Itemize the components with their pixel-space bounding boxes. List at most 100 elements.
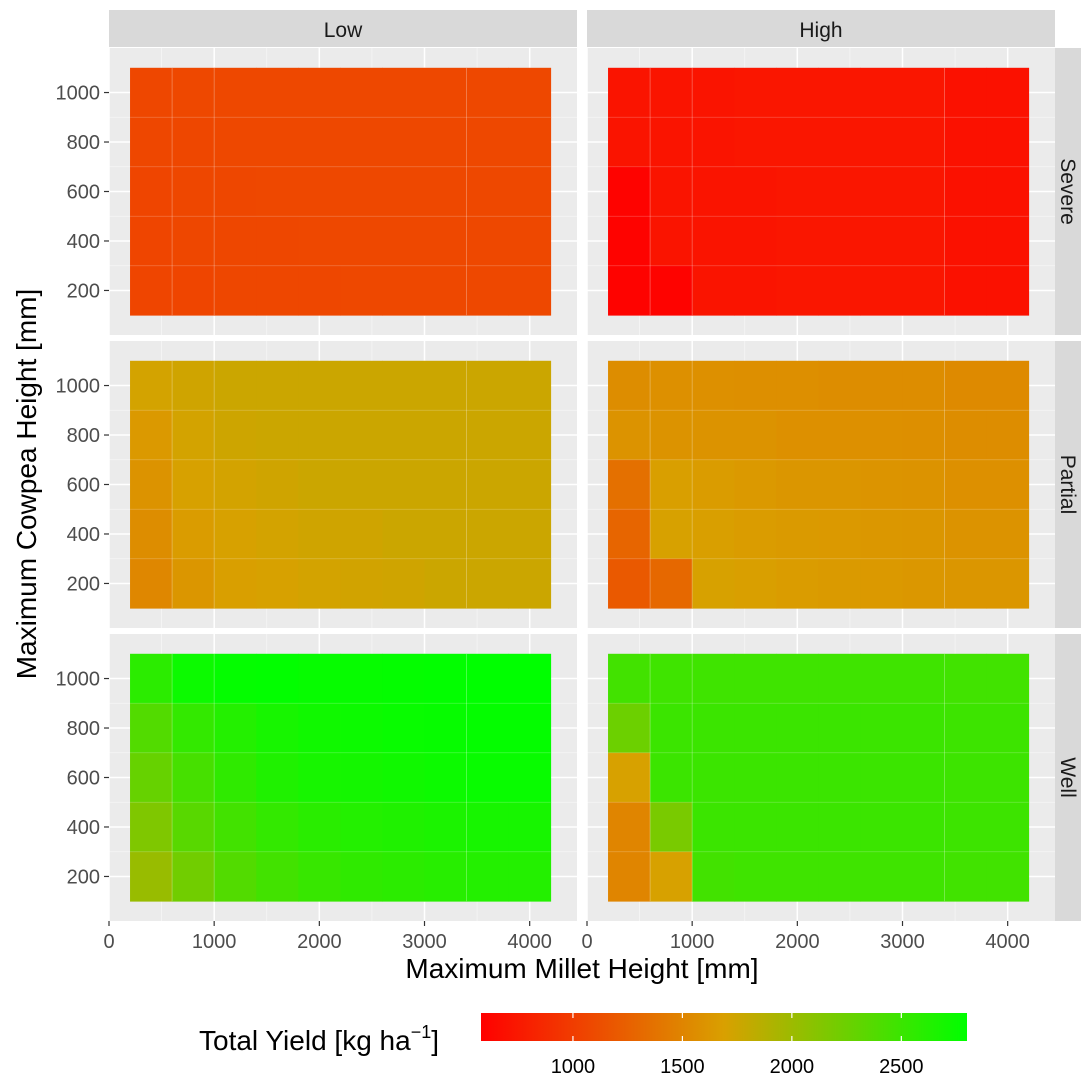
heatmap-tile bbox=[818, 166, 861, 217]
heatmap-tile bbox=[172, 459, 215, 510]
heatmap-tile bbox=[692, 410, 735, 461]
heatmap-tile bbox=[382, 67, 425, 118]
y-tick-label: 400 bbox=[67, 817, 100, 839]
heatmap-tile bbox=[776, 117, 819, 168]
x-tick-label: 1000 bbox=[670, 931, 715, 953]
heatmap-tile bbox=[650, 459, 693, 510]
heatmap-tile bbox=[692, 117, 735, 168]
heatmap-tile bbox=[298, 558, 341, 609]
heatmap-tile bbox=[902, 265, 945, 316]
x-tick-label: 2000 bbox=[775, 931, 820, 953]
heatmap-tile bbox=[172, 410, 215, 461]
heatmap-tile bbox=[172, 117, 215, 168]
heatmap-tile bbox=[692, 558, 735, 609]
y-axis-title: Maximum Cowpea Height [mm] bbox=[11, 289, 42, 680]
heatmap-tile bbox=[172, 67, 215, 118]
legend-tick-label: 1500 bbox=[660, 1056, 705, 1078]
heatmap-tile bbox=[298, 509, 341, 560]
heatmap-tile bbox=[818, 216, 861, 267]
heatmap-tile bbox=[508, 558, 552, 609]
heatmap-tile bbox=[382, 265, 425, 316]
heatmap-tile bbox=[466, 752, 510, 803]
heatmap-tile bbox=[944, 802, 988, 853]
heatmap-tile bbox=[650, 166, 693, 217]
heatmap-tile bbox=[214, 558, 257, 609]
heatmap-tile bbox=[256, 410, 299, 461]
panel-low-severe bbox=[108, 48, 577, 335]
heatmap-tile bbox=[340, 67, 383, 118]
heatmap-tile bbox=[902, 67, 945, 118]
heatmap-tile bbox=[944, 67, 988, 118]
heatmap-tile bbox=[340, 459, 383, 510]
y-tick-label: 1000 bbox=[56, 669, 101, 691]
heatmap-tile bbox=[214, 509, 257, 560]
panel-high-well bbox=[586, 634, 1055, 921]
heatmap-tile bbox=[424, 703, 467, 754]
heatmap-tile bbox=[298, 802, 341, 853]
heatmap-tile bbox=[424, 752, 467, 803]
heatmap-tile bbox=[986, 265, 1030, 316]
heatmap-tile bbox=[214, 653, 257, 704]
heatmap-tile bbox=[650, 752, 693, 803]
heatmap-tile bbox=[776, 459, 819, 510]
heatmap-tile bbox=[986, 360, 1030, 411]
heatmap-tile bbox=[902, 360, 945, 411]
heatmap-tile bbox=[734, 459, 777, 510]
heatmap-tile bbox=[776, 752, 819, 803]
heatmap-tile bbox=[130, 410, 173, 461]
heatmap-tile bbox=[734, 410, 777, 461]
heatmap-tile bbox=[650, 216, 693, 267]
heatmap-tile bbox=[860, 360, 903, 411]
heatmap-tile bbox=[214, 703, 257, 754]
heatmap-tile bbox=[650, 67, 693, 118]
heatmap-tile bbox=[298, 459, 341, 510]
heatmap-tile bbox=[902, 410, 945, 461]
heatmap-tile bbox=[902, 117, 945, 168]
heatmap-tile bbox=[650, 117, 693, 168]
heatmap-tile bbox=[382, 802, 425, 853]
heatmap-tile bbox=[298, 653, 341, 704]
heatmap-tile bbox=[382, 166, 425, 217]
heatmap-tile bbox=[172, 360, 215, 411]
heatmap-tile bbox=[692, 216, 735, 267]
heatmap-tile bbox=[214, 216, 257, 267]
heatmap-tile bbox=[734, 851, 777, 902]
heatmap-tile bbox=[130, 509, 173, 560]
y-tick-label: 800 bbox=[67, 718, 100, 740]
heatmap-tile bbox=[256, 703, 299, 754]
heatmap-tile bbox=[214, 752, 257, 803]
heatmap-tile bbox=[650, 509, 693, 560]
y-tick-label: 800 bbox=[67, 425, 100, 447]
heatmap-tile bbox=[508, 216, 552, 267]
heatmap-tile bbox=[172, 703, 215, 754]
heatmap-tile bbox=[172, 752, 215, 803]
heatmap-tile bbox=[340, 117, 383, 168]
heatmap-tile bbox=[256, 117, 299, 168]
heatmap-tile bbox=[340, 851, 383, 902]
heatmap-tile bbox=[650, 360, 693, 411]
heatmap-tile bbox=[508, 509, 552, 560]
heatmap-tile bbox=[298, 216, 341, 267]
y-tick-label: 800 bbox=[67, 132, 100, 154]
heatmap-tile bbox=[508, 703, 552, 754]
heatmap-tile bbox=[608, 459, 651, 510]
heatmap-tile bbox=[776, 67, 819, 118]
panel-high-severe bbox=[586, 48, 1055, 335]
x-tick-label: 1000 bbox=[192, 931, 237, 953]
heatmap-tile bbox=[692, 459, 735, 510]
heatmap-tile bbox=[734, 117, 777, 168]
heatmap-tile bbox=[466, 509, 510, 560]
heatmap-tile bbox=[298, 67, 341, 118]
heatmap-tile bbox=[214, 459, 257, 510]
y-tick-label: 1000 bbox=[56, 83, 101, 105]
heatmap-tile bbox=[340, 703, 383, 754]
heatmap-tile bbox=[382, 117, 425, 168]
heatmap-tile bbox=[860, 802, 903, 853]
heatmap-tile bbox=[424, 802, 467, 853]
heatmap-tile bbox=[902, 216, 945, 267]
heatmap-tile bbox=[424, 509, 467, 560]
heatmap-tile bbox=[776, 802, 819, 853]
heatmap-tile bbox=[944, 509, 988, 560]
heatmap-tile bbox=[466, 851, 510, 902]
heatmap-tile bbox=[944, 752, 988, 803]
